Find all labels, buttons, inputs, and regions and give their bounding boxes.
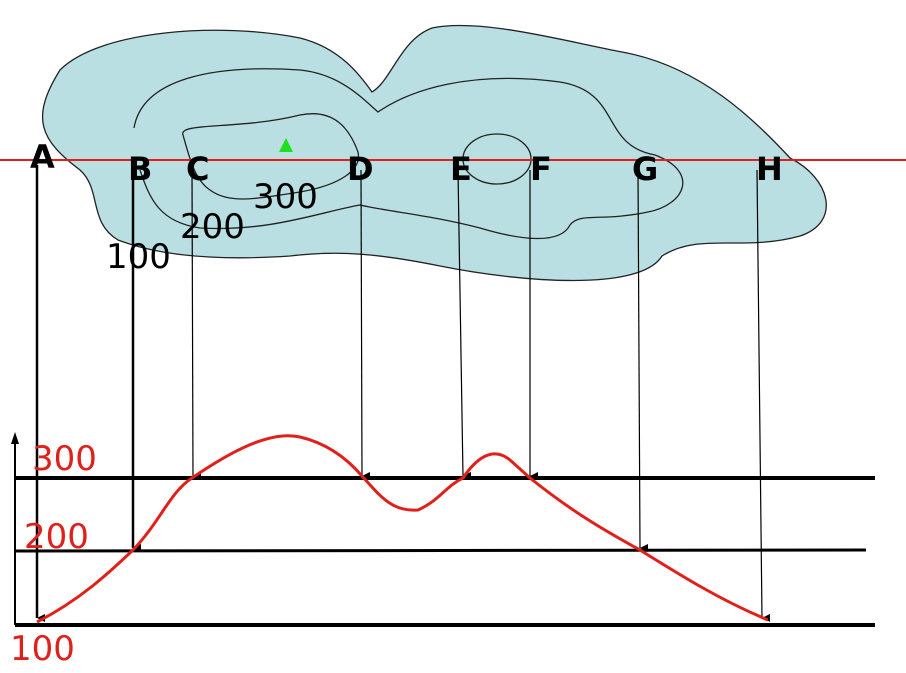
projection bbox=[191, 169, 202, 480]
projection bbox=[637, 169, 649, 552]
point-label: F bbox=[530, 150, 552, 188]
contour-200 bbox=[182, 113, 360, 200]
contour-label: 100 bbox=[106, 237, 171, 277]
profile bbox=[11, 432, 875, 627]
contour-100 bbox=[133, 68, 684, 240]
point-label: A bbox=[30, 138, 55, 176]
projection-lines bbox=[35, 165, 771, 622]
point-label: E bbox=[450, 150, 472, 188]
outer-contour bbox=[41, 24, 827, 282]
summit bbox=[279, 138, 293, 152]
contour-labels: 100 200 300 bbox=[106, 177, 318, 277]
level-200 bbox=[14, 548, 867, 553]
projection bbox=[756, 169, 771, 622]
point-labels: A B C D E F G H bbox=[30, 138, 783, 188]
elevation-label: 200 bbox=[24, 517, 89, 557]
profile-curve bbox=[36, 434, 769, 624]
profile-labels: 300 200 100 bbox=[10, 439, 97, 669]
point-label: D bbox=[347, 150, 374, 188]
contour-map bbox=[0, 24, 906, 282]
elevation-label: 100 bbox=[10, 629, 75, 669]
point-label: C bbox=[186, 150, 209, 188]
elevation-label: 300 bbox=[32, 439, 97, 479]
contour-label: 300 bbox=[253, 177, 318, 217]
contour-label: 200 bbox=[180, 207, 245, 247]
point-label: G bbox=[632, 150, 658, 188]
point-label: H bbox=[756, 150, 783, 188]
axis-arrow bbox=[11, 432, 19, 444]
projection bbox=[457, 169, 472, 480]
point-label: B bbox=[128, 150, 152, 188]
projection bbox=[360, 169, 371, 480]
